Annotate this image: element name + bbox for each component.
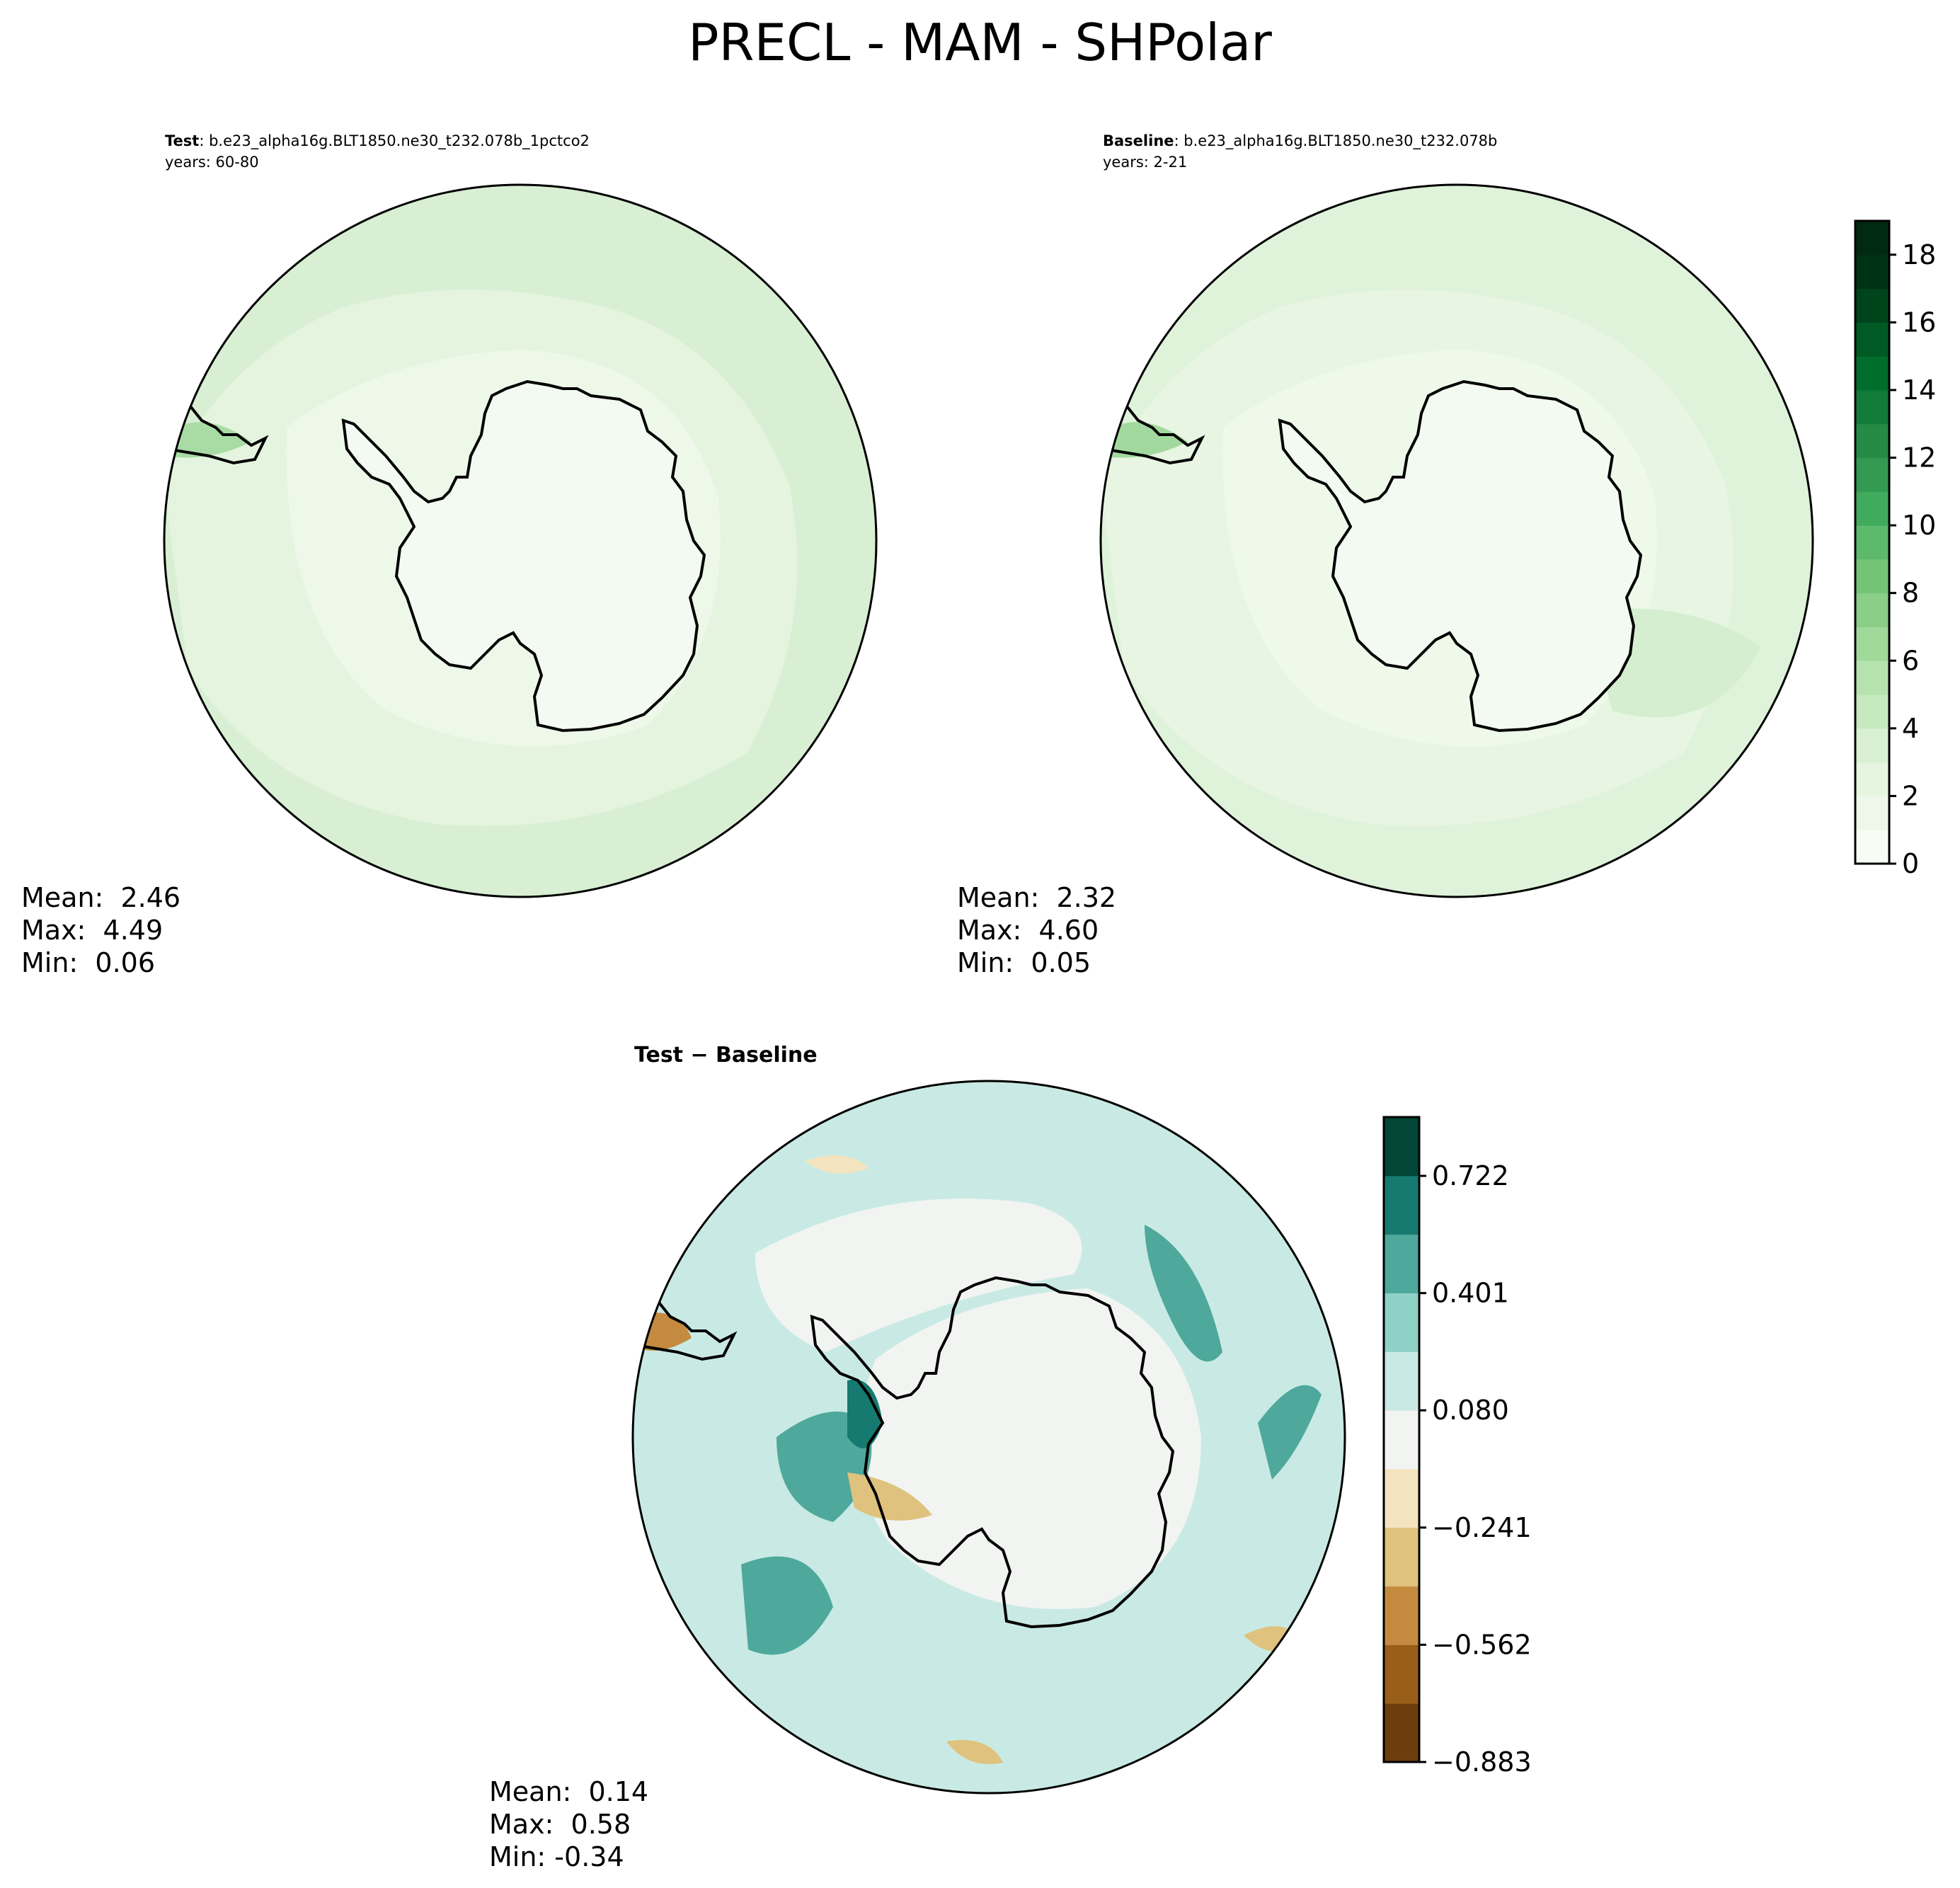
precip-colorbar-segment [1855,254,1889,290]
diff-map-positive-peninsula [776,1412,872,1522]
baseline-map-boundary [1099,183,1814,898]
precip-colorbar-tick-label: 0 [1902,848,1919,879]
baseline-run-label: Baseline: b.e23_alpha16g.BLT1850.ne30_t2… [1103,130,1497,173]
test-years: years: 60-80 [165,154,259,171]
precip-colorbar-tick-label: 10 [1902,510,1936,541]
precip-colorbar-segment [1855,356,1889,391]
diff-colorbar-segment [1384,1586,1419,1645]
diff-map-positive-southwest [741,1556,833,1655]
precip-colorbar-tick-label: 2 [1902,780,1919,811]
diff-map-neutral-north [755,1198,1082,1352]
baseline-stats: Mean: 2.32 Max: 4.60 Min: 0.05 [957,881,1116,979]
precip-colorbar-segment [1855,694,1889,729]
diff-map-negative-north [805,1155,869,1174]
diff-colorbar-frame [1382,1116,1421,1763]
diff-mean: Mean: 0.14 [489,1776,649,1807]
diff-max: Max: 0.58 [489,1809,631,1840]
precip-colorbar-tick-label: 8 [1902,578,1919,609]
precip-colorbar-segment [1855,221,1889,256]
precip-colorbar: 0 2 4 6 8 10 12 14 16 18 [1854,219,1936,879]
test-mean: Mean: 2.46 [21,882,181,913]
test-map-andes-max [164,422,251,458]
baseline-map [1099,183,1814,898]
diff-map-max-peninsula [847,1379,883,1448]
test-map [163,183,878,898]
precip-colorbar-frame [1854,219,1891,865]
precip-colorbar-segment [1855,627,1889,661]
diff-panel-title: Test − Baseline [634,1043,818,1068]
diff-map-negative-coast [847,1472,932,1521]
diff-colorbar-segment [1384,1644,1419,1704]
diff-colorbar-segment [1384,1293,1419,1352]
test-stats: Mean: 2.46 Max: 4.49 Min: 0.06 [21,881,180,979]
baseline-label-bold: Baseline [1103,132,1174,149]
diff-colorbar-segment [1384,1351,1419,1411]
diff-colorbar-segment [1384,1175,1419,1235]
diff-colorbar-tick-label: 0.080 [1432,1395,1509,1426]
test-label-bold: Test [165,132,200,149]
test-max: Max: 4.49 [21,915,164,946]
test-label-case: : b.e23_alpha16g.BLT1850.ne30_t232.078b_… [199,132,590,149]
diff-colorbar-tick-label: 0.722 [1432,1160,1509,1191]
precip-colorbar-tick-label: 12 [1902,442,1936,474]
diff-min: Min: -0.34 [489,1841,624,1872]
diff-colorbar-segment [1384,1468,1419,1528]
diff-map-neutral-interior [857,1288,1201,1610]
diff-colorbar-segment [1384,1410,1419,1470]
precip-colorbar-segment [1855,423,1889,459]
precip-colorbar-segment [1855,762,1889,796]
precip-colorbar-tick-label: 16 [1902,307,1936,338]
diff-map [631,1080,1346,1795]
baseline-min: Min: 0.05 [957,947,1091,978]
precip-colorbar-segment [1855,728,1889,763]
precip-colorbar-tick-label: 4 [1902,713,1919,744]
baseline-years: years: 2-21 [1103,154,1188,171]
precip-colorbar-segment [1855,525,1889,560]
diff-stats: Mean: 0.14 Max: 0.58 Min: -0.34 [489,1775,648,1873]
baseline-max: Max: 4.60 [957,915,1099,946]
precip-colorbar-segment [1855,593,1889,627]
test-map-boundary [163,183,878,898]
precip-colorbar-segment [1855,559,1889,594]
precip-colorbar-segment [1855,457,1889,492]
diff-colorbar-tick-label: −0.883 [1432,1746,1532,1778]
baseline-map-andes-max [1101,422,1188,458]
precip-colorbar-segment [1855,389,1889,425]
precip-colorbar-segment [1855,288,1889,323]
precip-colorbar-tick-label: 18 [1902,239,1936,270]
diff-colorbar-segment [1384,1527,1419,1587]
diff-colorbar-segment [1384,1703,1419,1763]
precip-colorbar-segment [1855,491,1889,526]
diff-colorbar: −0.883 −0.562 −0.241 0.080 0.401 0.722 [1382,1116,1532,1778]
diff-map-negative-south [946,1740,1003,1764]
precip-colorbar-tick-label: 6 [1902,645,1919,676]
diff-colorbar-tick-label: −0.241 [1432,1512,1532,1543]
diff-colorbar-segment [1384,1234,1419,1293]
precip-colorbar-segment [1855,830,1889,864]
precip-colorbar-tick-label: 14 [1902,374,1936,406]
baseline-label-case: : b.e23_alpha16g.BLT1850.ne30_t232.078b [1174,132,1498,149]
diff-map-boundary [631,1080,1346,1795]
test-run-label: Test: b.e23_alpha16g.BLT1850.ne30_t232.0… [165,130,590,173]
test-min: Min: 0.06 [21,947,155,978]
diff-colorbar-segment [1384,1117,1419,1177]
diff-colorbar-tick-label: −0.562 [1432,1629,1532,1660]
figure-title: PRECL - MAM - SHPolar [688,13,1272,72]
precip-colorbar-segment [1855,322,1889,357]
diff-map-positive-east [1145,1225,1222,1362]
precip-colorbar-segment [1855,660,1889,695]
baseline-mean: Mean: 2.32 [957,882,1117,913]
diff-colorbar-tick-label: 0.401 [1432,1278,1509,1309]
precip-colorbar-segment [1855,796,1889,830]
diff-map-positive-far-east [1258,1385,1322,1480]
